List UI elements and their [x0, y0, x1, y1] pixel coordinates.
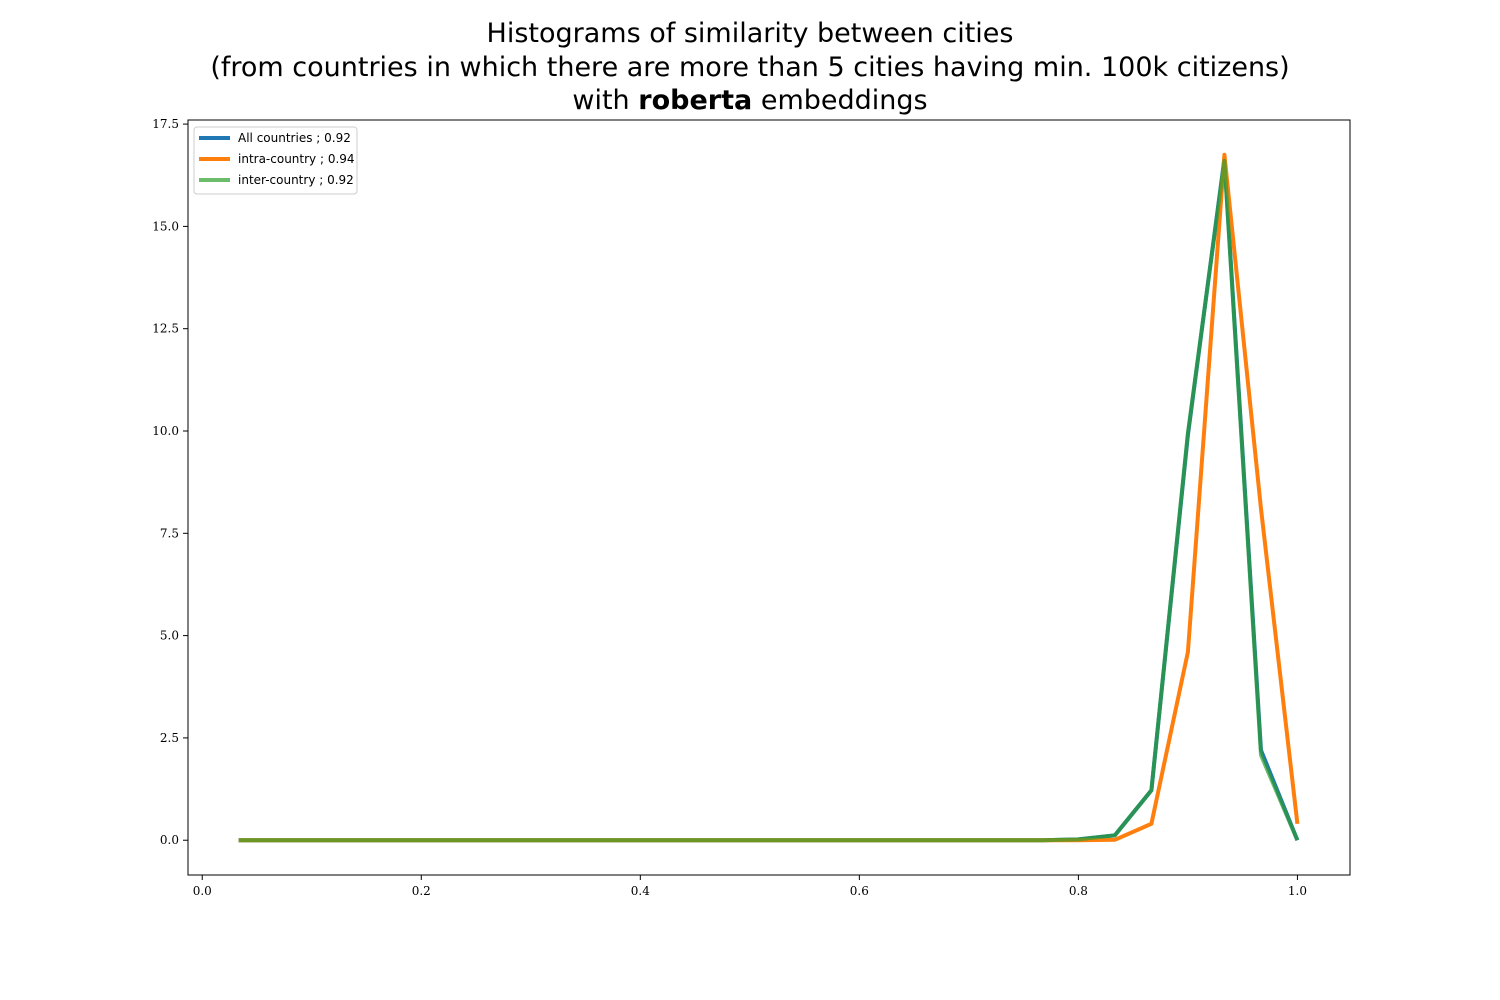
- y-tick-label: 10.0: [152, 424, 179, 438]
- title-prefix: with: [572, 85, 630, 116]
- series-group: [238, 152, 1300, 843]
- x-tick-label: 1.0: [1288, 884, 1307, 898]
- y-tick-label: 0.0: [160, 833, 179, 847]
- plot-frame: [187, 119, 1351, 876]
- y-tick-label: 5.0: [160, 629, 179, 643]
- y-tick-label: 17.5: [152, 117, 179, 131]
- y-tick-label: 12.5: [152, 322, 179, 336]
- x-tick-label: 0.4: [631, 884, 650, 898]
- chart-title-line-2: (from countries in which there are more …: [210, 52, 1290, 83]
- series-line-0: [238, 156, 1300, 843]
- x-tick-label: 0.2: [412, 884, 431, 898]
- title-model-name: roberta: [638, 85, 753, 116]
- legend-label: All countries ; 0.92: [238, 131, 351, 145]
- x-tick-label: 0.8: [1069, 884, 1088, 898]
- x-tick-label: 0.0: [193, 884, 212, 898]
- y-tick-label: 7.5: [160, 526, 179, 540]
- axes: 0.0 0.2 0.4 0.6 0.8 1.0 0.0 2.5 5.0 7.5 10.0 12.5 15…: [152, 117, 1307, 898]
- legend-label: intra-country ; 0.94: [238, 152, 355, 166]
- legend: All countries ; 0.92 intra-country ; 0.94…: [193, 126, 358, 195]
- title-suffix: embeddings: [760, 85, 928, 116]
- legend-label: inter-country ; 0.92: [238, 173, 354, 187]
- series-line-2: [238, 158, 1300, 843]
- series-line-1: [238, 152, 1300, 843]
- y-tick-label: 15.0: [152, 219, 179, 233]
- x-tick-label: 0.6: [850, 884, 869, 898]
- chart-title-line-1: Histograms of similarity between cities: [486, 18, 1014, 49]
- chart-title-line-3: with roberta embeddings: [0, 85, 1500, 116]
- y-tick-label: 2.5: [160, 731, 179, 745]
- legend-box: [193, 126, 358, 195]
